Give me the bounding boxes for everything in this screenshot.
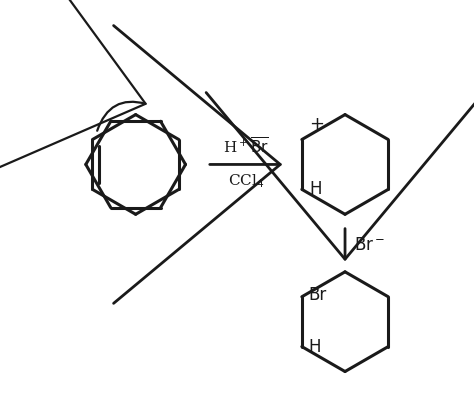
Text: H: H [310,180,322,198]
Text: Br$^-$: Br$^-$ [354,236,385,254]
Text: +: + [310,116,325,133]
Text: H: H [308,338,320,356]
Text: CCl$_4$: CCl$_4$ [228,172,264,190]
Text: H$^+\overline{\rm Br}$: H$^+\overline{\rm Br}$ [223,137,269,157]
Text: Br: Br [308,286,326,304]
